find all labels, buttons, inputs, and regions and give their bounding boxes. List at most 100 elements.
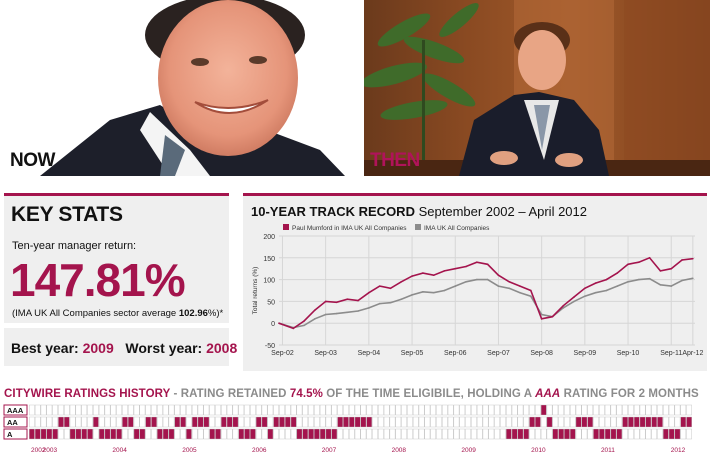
rating-cell [93,404,99,416]
rating-cell [604,416,611,428]
rating-cell [668,428,675,440]
rating-cell [447,428,454,440]
rating-cell [133,404,140,416]
rating-cell [633,404,640,416]
data-point [454,285,457,287]
sector-average-value: 102.96 [178,308,208,319]
x-tick-label: Sep-08 [530,350,553,357]
rating-cell [529,428,535,440]
legend-label: Paul Mumford in IMA UK All Companies [292,225,407,232]
rating-cell [575,428,582,440]
rating-cell [564,404,570,416]
data-point [540,318,543,320]
rating-cell [110,428,117,440]
rating-cell [122,416,128,428]
rating-cell [337,416,343,428]
rating-cell [34,416,41,428]
rating-cell [348,404,355,416]
rating-cell [412,416,419,428]
y-axis-label: Total returns (%) [252,267,259,315]
rating-cell [40,404,47,416]
year-label: 2006 [252,447,267,454]
rating-cell [145,428,152,440]
data-point [486,278,489,281]
rating-cell [575,416,582,428]
rating-cell [447,404,454,416]
rating-cell [581,416,588,428]
rating-cell [302,416,309,428]
rating-cell [63,416,70,428]
rating-cell [69,428,76,440]
rating-cell [476,404,483,416]
rating-cell [372,404,378,416]
rating-cell [29,428,35,440]
rating-cell [139,404,146,416]
data-point [486,263,489,266]
data-point [378,302,381,305]
rating-cell [75,416,82,428]
rating-cell [215,428,221,440]
x-tick-label: Sep-06 [444,350,467,357]
rating-cell [564,416,570,428]
rating-cell [337,428,343,440]
rating-cell [628,428,634,440]
rating-cell [517,404,524,416]
rating-cell [686,428,692,440]
track-record-title: 10-YEAR TRACK RECORD September 2002 – Ap… [251,204,587,219]
rating-cell [488,428,495,440]
rating-cell [255,416,262,428]
rating-cell [127,428,134,440]
rating-cell [593,428,599,440]
rating-cell [616,416,623,428]
rating-cell [162,404,169,416]
rating-cell [494,428,500,440]
rating-cell [267,428,274,440]
data-point [443,289,446,292]
rating-cell [418,428,425,440]
rating-cell [238,428,245,440]
rating-cell [133,416,140,428]
data-point [346,311,349,314]
rating-cell [680,404,687,416]
rating-cell [186,416,192,428]
rating-cell [471,404,477,416]
rating-cell [139,428,146,440]
rating-cell [348,416,355,428]
rating-cell [372,428,378,440]
rating-cell [52,404,58,416]
rating-cell [383,416,390,428]
data-point [692,277,694,280]
rating-cell [628,416,634,428]
rating-cell [424,416,431,428]
rating-row-label-box [3,416,28,428]
rating-cell [250,428,256,440]
rating-cell [145,416,152,428]
rating-cell [63,404,70,416]
rating-cell [191,404,198,416]
rating-cell [116,404,122,416]
rating-cell [87,428,93,440]
year-label: 2011 [601,447,615,454]
data-point [324,300,327,303]
rating-cell [546,416,553,428]
rating-cell [442,416,448,428]
rating-cell [459,428,466,440]
data-point [292,327,295,330]
rating-cell [529,416,535,428]
rating-cell [401,428,407,440]
data-point [465,280,467,283]
rating-cell [203,404,210,416]
rating-cell [505,404,512,416]
data-point [616,272,619,274]
rating-cell [319,404,326,416]
rating-cell [366,416,373,428]
rating-cell [407,428,413,440]
data-point [378,285,381,287]
rating-cell [174,404,181,416]
x-tick-label: Sep-03 [314,350,337,357]
best-worst-panel: Best year: 2009 Worst year: 2008 [4,328,237,366]
rating-cell [360,416,367,428]
rating-cell [319,428,326,440]
rating-cell [186,428,192,440]
rating-cell [110,416,117,428]
